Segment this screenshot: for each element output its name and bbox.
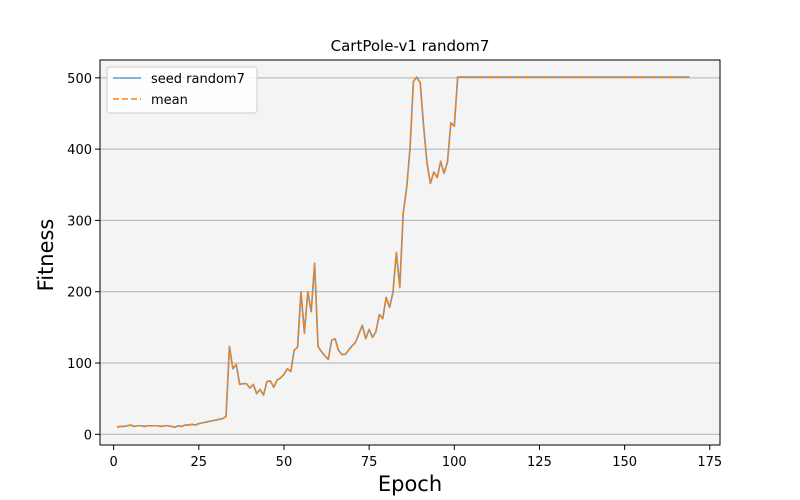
y-axis-label: Fitness	[34, 219, 58, 292]
x-tick-label: 175	[697, 455, 722, 470]
y-tick-label: 100	[67, 357, 92, 372]
x-tick-label: 75	[361, 455, 378, 470]
x-axis-label: Epoch	[378, 472, 442, 496]
x-tick-label: 50	[276, 455, 293, 470]
x-tick-label: 150	[612, 455, 637, 470]
legend-label-seed: seed random7	[151, 72, 245, 87]
x-tick-label: 125	[527, 455, 552, 470]
y-tick-label: 400	[67, 143, 92, 158]
series-lines	[116, 76, 690, 428]
legend: seed random7 mean	[106, 66, 258, 114]
legend-label-mean: mean	[151, 93, 188, 108]
y-tick-label: 500	[67, 72, 92, 87]
plot-area	[100, 60, 720, 445]
series-line-mean	[116, 76, 690, 428]
y-tick-label: 300	[67, 214, 92, 229]
y-tick-label: 200	[67, 286, 92, 301]
legend-box	[106, 66, 258, 114]
x-axis-ticks: 0 25 50 75 100 125 150 175	[109, 445, 722, 470]
x-tick-label: 100	[442, 455, 467, 470]
y-tick-label: 0	[84, 428, 92, 443]
x-tick-label: 0	[109, 455, 117, 470]
x-tick-label: 25	[191, 455, 208, 470]
chart-title: CartPole-v1 random7	[331, 37, 490, 55]
plot-frame	[99, 59, 721, 446]
y-axis-ticks: 0 100 200 300 400 500	[67, 72, 100, 443]
